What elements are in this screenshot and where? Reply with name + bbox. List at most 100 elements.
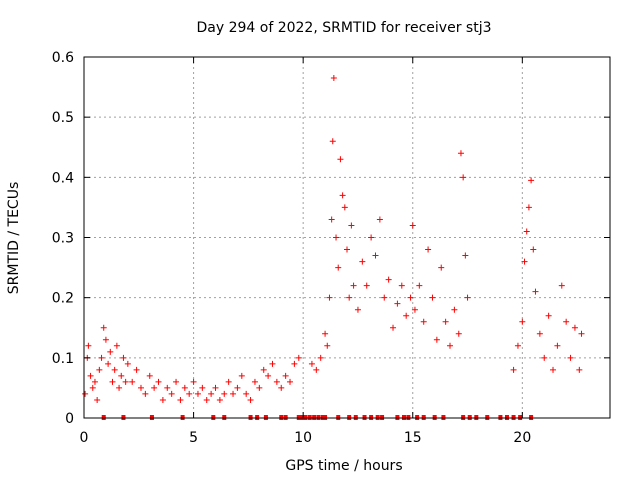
data-point — [398, 282, 405, 289]
data-point — [442, 318, 449, 325]
data-point — [308, 360, 315, 367]
x-axis-label: GPS time / hours — [285, 458, 402, 474]
data-point — [181, 384, 188, 391]
data-point — [260, 366, 267, 373]
chart-title: Day 294 of 2022, SRMTID for receiver stj… — [197, 20, 492, 36]
data-point — [567, 354, 574, 361]
grid — [84, 57, 610, 418]
data-point — [571, 324, 578, 331]
data-point — [151, 384, 158, 391]
data-point — [363, 282, 370, 289]
data-point — [335, 264, 342, 271]
data-point — [120, 354, 127, 361]
data-point — [403, 312, 410, 319]
x-tick-label: 0 — [80, 430, 89, 446]
x-tick-label: 5 — [189, 430, 198, 446]
data-point — [372, 252, 379, 259]
data-point — [107, 348, 114, 355]
data-point — [390, 324, 397, 331]
data-point — [216, 396, 223, 403]
data-point — [558, 282, 565, 289]
data-point — [337, 156, 344, 163]
data-point — [348, 222, 355, 229]
data-point — [350, 282, 357, 289]
data-point — [118, 372, 125, 379]
data-point — [326, 294, 333, 301]
data-point — [563, 318, 570, 325]
data-point — [109, 378, 116, 385]
data-point — [146, 372, 153, 379]
data-point — [368, 234, 375, 241]
data-point — [328, 216, 335, 223]
data-point — [91, 378, 98, 385]
data-point — [177, 396, 184, 403]
y-tick-label: 0 — [65, 411, 74, 427]
data-point — [394, 300, 401, 307]
data-point — [238, 372, 245, 379]
data-point — [208, 390, 215, 397]
data-point — [203, 396, 210, 403]
data-point — [111, 366, 118, 373]
data-point — [532, 288, 539, 295]
data-point — [230, 390, 237, 397]
data-point — [536, 330, 543, 337]
data-point — [411, 306, 418, 313]
data-point — [578, 330, 585, 337]
data-point — [523, 228, 530, 235]
data-point — [429, 294, 436, 301]
data-point — [457, 150, 464, 157]
x-tick-label: 20 — [513, 430, 531, 446]
data-point — [541, 354, 548, 361]
data-point — [324, 342, 331, 349]
axis-ticks: 0 0.1 0.2 0.3 0.4 0.5 0.6 0 5 10 15 20 — [52, 50, 610, 446]
data-point — [225, 378, 232, 385]
y-tick-label: 0.1 — [52, 351, 74, 367]
data-point — [438, 264, 445, 271]
x-tick-label: 10 — [294, 430, 312, 446]
data-point — [519, 318, 526, 325]
data-point — [313, 366, 320, 373]
data-point — [113, 342, 120, 349]
data-point — [243, 390, 250, 397]
data-point — [164, 384, 171, 391]
data-point — [173, 378, 180, 385]
data-point — [528, 177, 535, 184]
data-point — [96, 366, 103, 373]
data-point — [291, 360, 298, 367]
data-point — [94, 396, 101, 403]
data-point — [98, 354, 105, 361]
data-point — [278, 384, 285, 391]
data-point — [409, 222, 416, 229]
data-point — [576, 366, 583, 373]
data-point — [116, 384, 123, 391]
data-point — [212, 384, 219, 391]
data-point — [433, 336, 440, 343]
data-point — [155, 378, 162, 385]
data-point — [265, 372, 272, 379]
y-tick-label: 0.6 — [52, 50, 74, 66]
data-point — [341, 204, 348, 211]
data-point — [282, 372, 289, 379]
data-point — [330, 75, 337, 82]
data-point — [199, 384, 206, 391]
data-point — [322, 330, 329, 337]
data-point — [142, 390, 149, 397]
data-point — [105, 360, 112, 367]
data-point — [554, 342, 561, 349]
data-point — [168, 390, 175, 397]
data-point — [122, 378, 129, 385]
data-point — [133, 366, 140, 373]
y-tick-label: 0.2 — [52, 291, 74, 307]
data-point — [251, 378, 258, 385]
data-point — [269, 360, 276, 367]
data-point — [344, 246, 350, 253]
data-point — [89, 384, 96, 391]
data-point — [354, 306, 361, 313]
data-point — [329, 138, 336, 145]
data-point — [462, 252, 469, 259]
data-point — [514, 342, 521, 349]
data-point — [234, 384, 241, 391]
data-point — [85, 342, 92, 349]
data-point — [87, 372, 94, 379]
